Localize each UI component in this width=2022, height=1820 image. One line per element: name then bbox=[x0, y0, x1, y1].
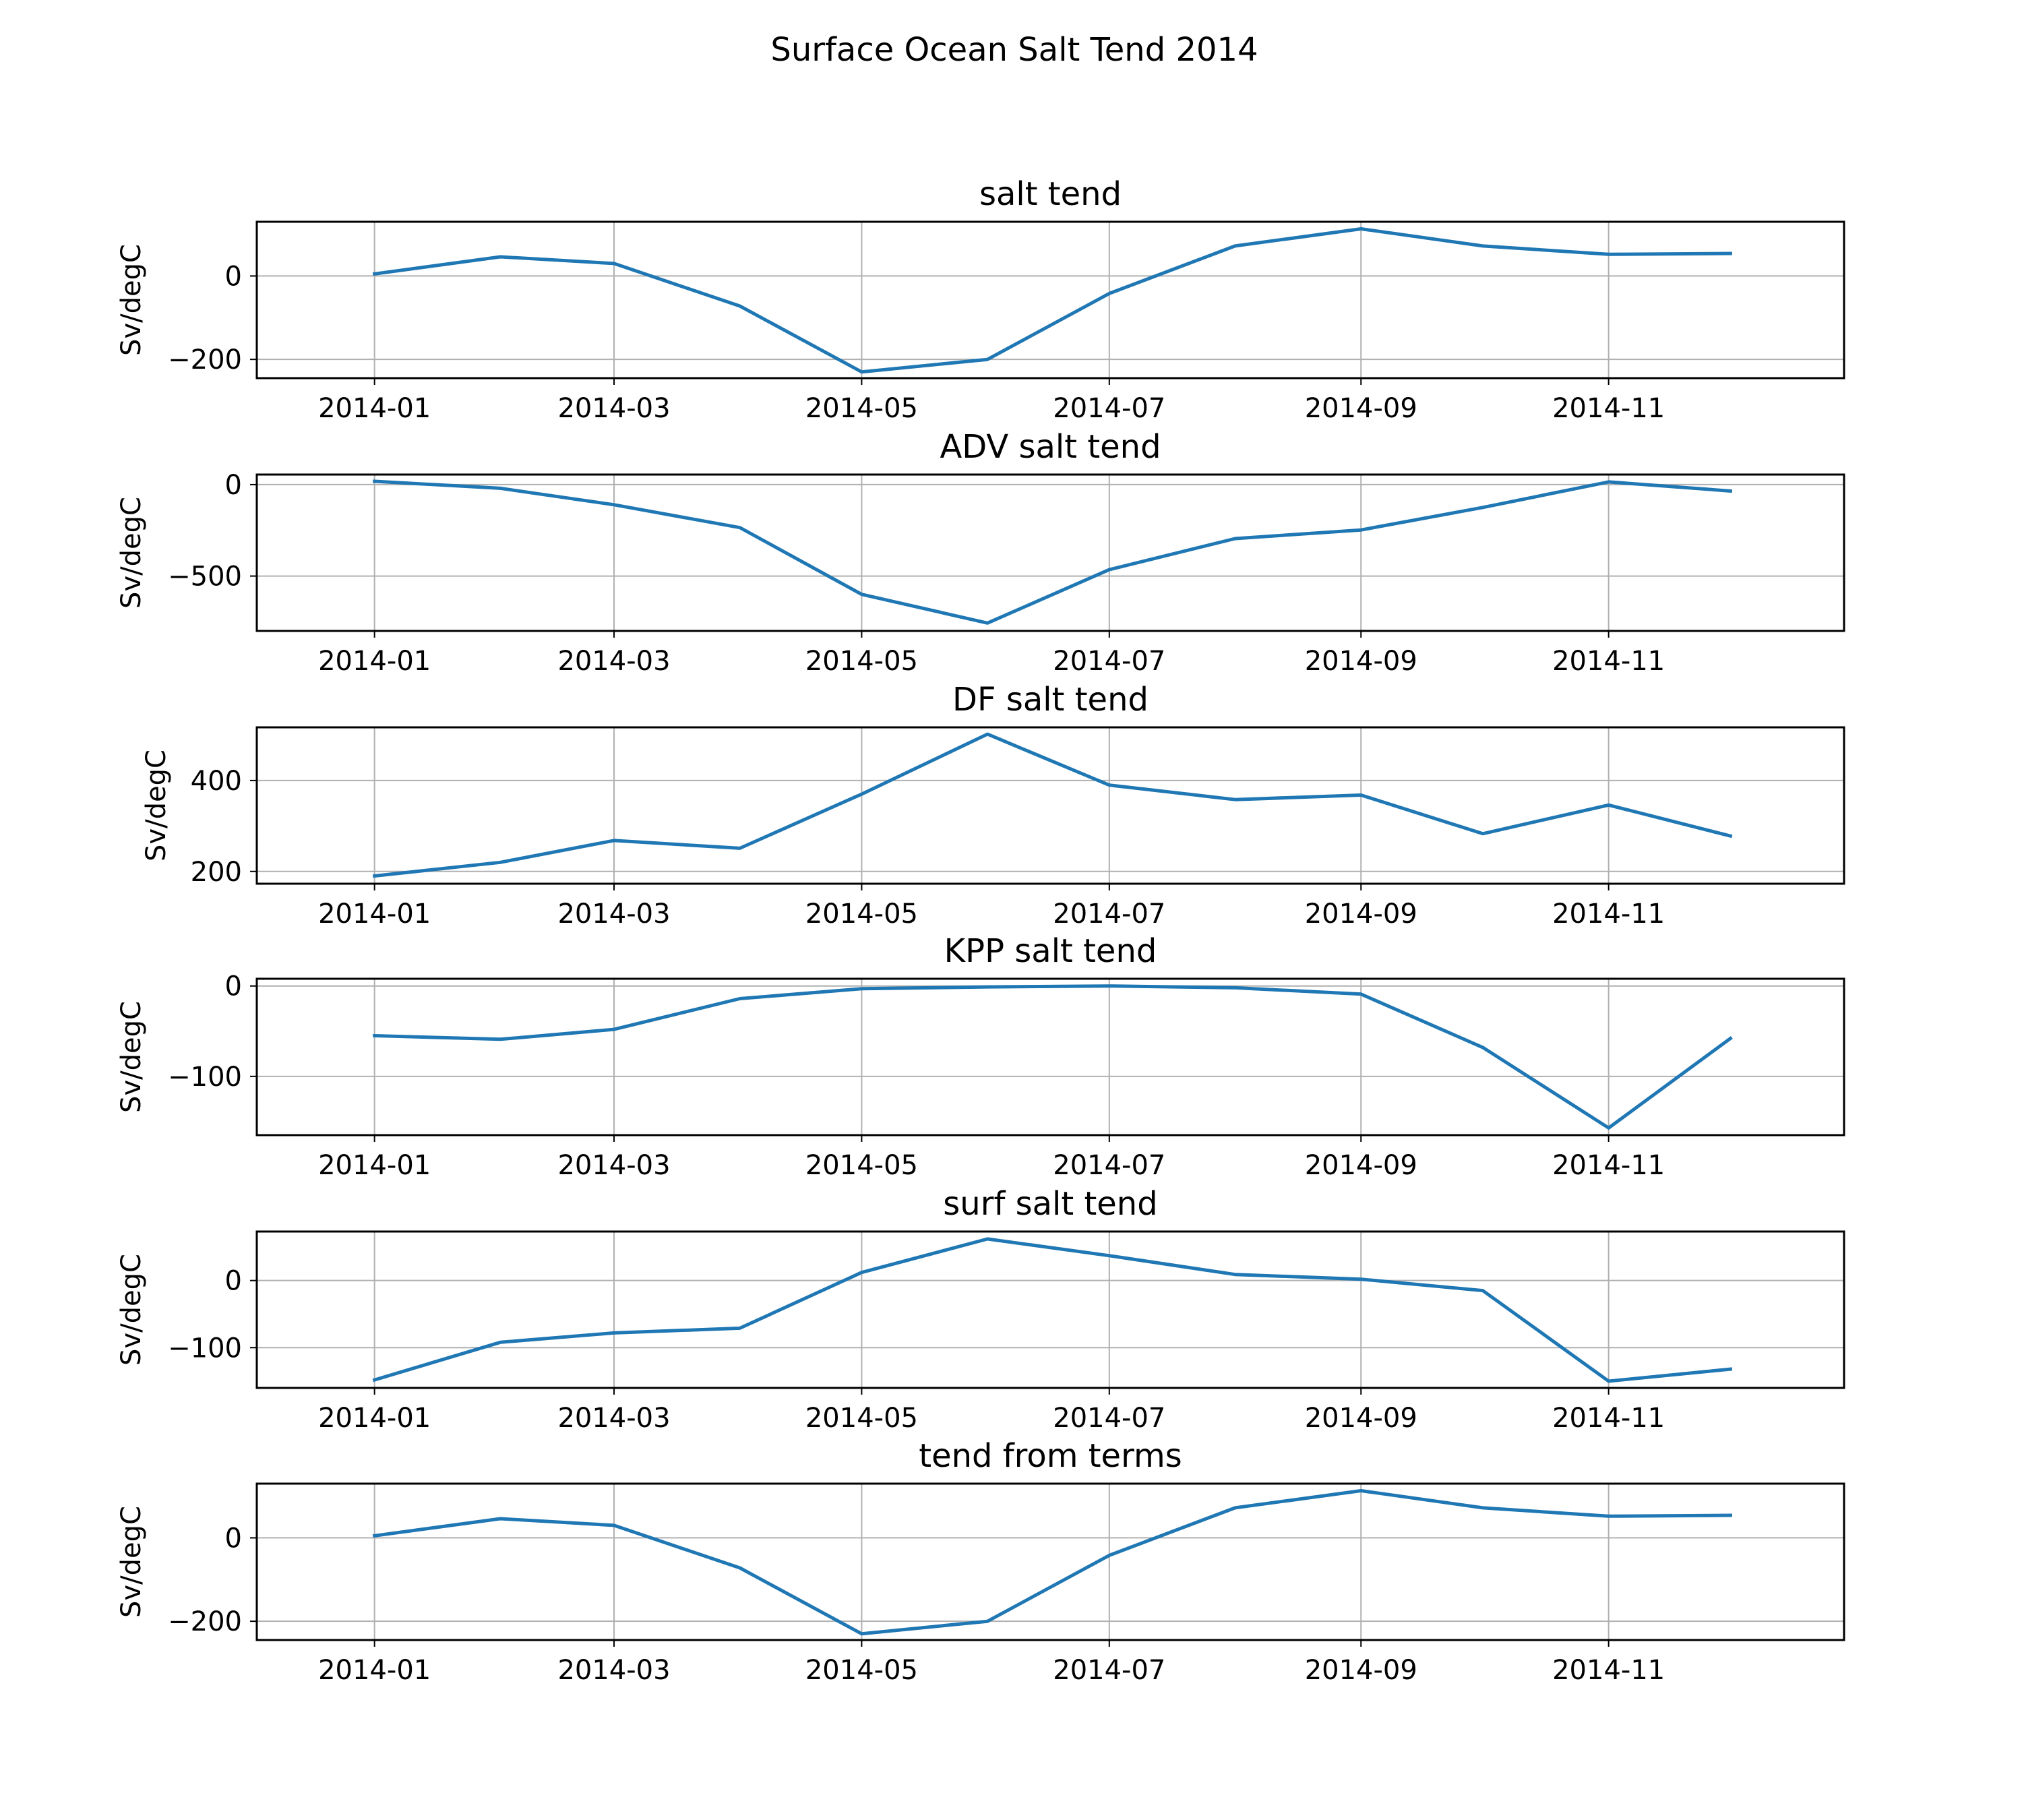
x-tick-label: 2014-05 bbox=[805, 646, 918, 677]
x-tick-label: 2014-07 bbox=[1053, 393, 1165, 424]
x-tick-label: 2014-09 bbox=[1305, 1655, 1417, 1686]
subplot-title: surf salt tend bbox=[943, 1185, 1157, 1223]
x-tick-label: 2014-01 bbox=[318, 899, 431, 930]
series-line bbox=[372, 227, 1732, 374]
y-axis-label: Sv/degC bbox=[116, 1001, 147, 1113]
subplot-title: tend from terms bbox=[919, 1437, 1182, 1475]
x-tick-label: 2014-09 bbox=[1305, 646, 1417, 677]
y-tick-label: 0 bbox=[225, 261, 242, 292]
x-tick-label: 2014-05 bbox=[805, 1655, 918, 1686]
x-tick-label: 2014-03 bbox=[557, 646, 670, 677]
y-tick-label: −100 bbox=[168, 1062, 242, 1093]
x-tick-label: 2014-09 bbox=[1305, 899, 1417, 930]
x-tick-label: 2014-03 bbox=[557, 899, 670, 930]
x-tick-label: 2014-03 bbox=[557, 393, 670, 424]
subplot-title: KPP salt tend bbox=[944, 932, 1157, 970]
x-tick-label: 2014-09 bbox=[1305, 393, 1417, 424]
axes-frame bbox=[255, 220, 1845, 380]
series-line bbox=[372, 1489, 1732, 1636]
y-tick-label: −200 bbox=[168, 344, 242, 375]
x-tick-label: 2014-09 bbox=[1305, 1150, 1417, 1181]
x-tick-label: 2014-07 bbox=[1053, 1655, 1165, 1686]
y-tick-label: 0 bbox=[225, 1523, 242, 1554]
x-tick-label: 2014-11 bbox=[1552, 1655, 1665, 1686]
subplot-4: 2014-01 2014-03 2014-05 2014-07 2014-09 2014-… bbox=[116, 932, 1845, 1181]
y-axis-label: Sv/degC bbox=[116, 244, 147, 356]
x-tick-label: 2014-11 bbox=[1552, 646, 1665, 677]
series-line bbox=[372, 732, 1733, 878]
x-tick-label: 2014-09 bbox=[1305, 1403, 1417, 1434]
y-tick-label: 200 bbox=[191, 857, 242, 888]
y-tick-label: −200 bbox=[168, 1606, 242, 1637]
y-tick-label: −100 bbox=[168, 1333, 242, 1364]
x-tick-label: 2014-01 bbox=[318, 1150, 431, 1181]
x-tick-label: 2014-05 bbox=[805, 899, 918, 930]
axes-frame bbox=[255, 1482, 1845, 1641]
axes-frame bbox=[255, 473, 1845, 632]
y-tick-label: −500 bbox=[168, 562, 242, 593]
axes-frame bbox=[255, 1230, 1845, 1389]
x-tick-label: 2014-03 bbox=[557, 1150, 670, 1181]
subplot-6: 2014-01 2014-03 2014-05 2014-07 2014-09 2014-… bbox=[116, 1437, 1845, 1686]
x-tick-label: 2014-07 bbox=[1053, 1150, 1165, 1181]
x-tick-label: 2014-11 bbox=[1552, 899, 1665, 930]
x-tick-label: 2014-05 bbox=[805, 393, 918, 424]
x-tick-label: 2014-01 bbox=[318, 646, 431, 677]
subplot-title: ADV salt tend bbox=[940, 428, 1161, 466]
subplot-title: salt tend bbox=[979, 175, 1122, 213]
y-axis-label: Sv/degC bbox=[116, 1254, 147, 1366]
y-tick-label: 400 bbox=[191, 766, 242, 797]
subplot-1: 2014-01 2014-03 2014-05 2014-07 2014-09 2014-… bbox=[116, 175, 1845, 424]
x-tick-label: 2014-07 bbox=[1053, 646, 1165, 677]
series-line bbox=[373, 984, 1733, 1130]
y-axis-label: Sv/degC bbox=[116, 1506, 147, 1618]
subplot-2: 2014-01 2014-03 2014-05 2014-07 2014-09 2014-… bbox=[116, 428, 1845, 677]
subplot-5: 2014-01 2014-03 2014-05 2014-07 2014-09 2014-… bbox=[116, 1185, 1845, 1434]
subplot-title: DF salt tend bbox=[952, 681, 1148, 719]
y-tick-label: 0 bbox=[225, 971, 242, 1002]
axes-frame bbox=[255, 726, 1845, 885]
axes-frame bbox=[255, 977, 1845, 1136]
x-tick-label: 2014-01 bbox=[318, 1655, 431, 1686]
y-axis-label: Sv/degC bbox=[141, 750, 172, 861]
x-tick-label: 2014-01 bbox=[318, 393, 431, 424]
x-tick-label: 2014-07 bbox=[1053, 1403, 1165, 1434]
y-axis-label: Sv/degC bbox=[116, 497, 147, 609]
figure-title: Surface Ocean Salt Tend 2014 bbox=[770, 31, 1258, 69]
x-tick-label: 2014-11 bbox=[1552, 393, 1665, 424]
y-tick-label: 0 bbox=[225, 1266, 242, 1297]
y-tick-label: 0 bbox=[225, 470, 242, 501]
series-line bbox=[373, 479, 1733, 625]
subplot-3: 2014-01 2014-03 2014-05 2014-07 2014-09 2014-… bbox=[141, 681, 1845, 930]
x-tick-label: 2014-05 bbox=[805, 1150, 918, 1181]
series-line bbox=[372, 1237, 1733, 1383]
x-tick-label: 2014-01 bbox=[318, 1403, 431, 1434]
subplots: 2014-01 2014-03 2014-05 2014-07 2014-09 2014-… bbox=[116, 175, 1845, 1686]
x-tick-label: 2014-11 bbox=[1552, 1403, 1665, 1434]
x-tick-label: 2014-03 bbox=[557, 1403, 670, 1434]
x-tick-label: 2014-07 bbox=[1053, 899, 1165, 930]
x-tick-label: 2014-11 bbox=[1552, 1150, 1665, 1181]
x-tick-label: 2014-05 bbox=[805, 1403, 918, 1434]
x-tick-label: 2014-03 bbox=[557, 1655, 670, 1686]
